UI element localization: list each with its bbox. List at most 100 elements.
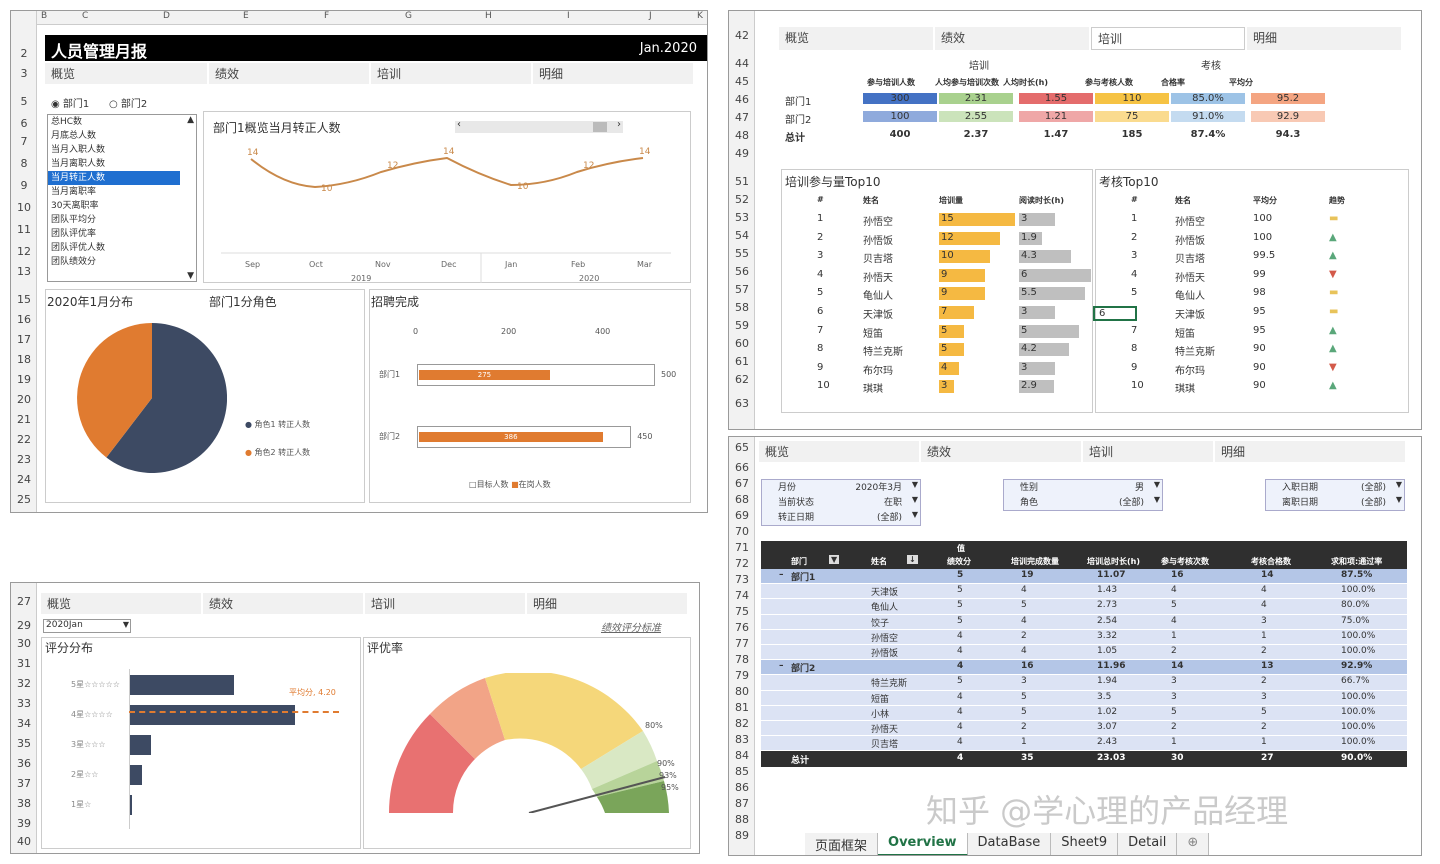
list-item[interactable]: 总HC数	[51, 117, 83, 127]
pivot-cell: 27	[1261, 753, 1274, 764]
row-number: 46	[735, 93, 749, 106]
collapse-icon[interactable]: –	[779, 661, 784, 672]
list-item[interactable]: 当月离职率	[51, 187, 97, 197]
pivot-cell: 3	[1261, 691, 1267, 702]
scroll-down-icon[interactable]: ▼	[187, 271, 194, 281]
training-value: 5	[941, 343, 948, 355]
exam-rank: 10	[1131, 380, 1144, 392]
list-item-selected[interactable]: 当月转正人数	[48, 171, 180, 185]
pivot-col-header: 绩效分	[947, 557, 971, 566]
filter-dropdown-icon[interactable]: ▼	[829, 555, 840, 564]
filter-icon[interactable]: ▼	[1395, 480, 1402, 489]
list-item[interactable]: 月底总人数	[51, 131, 97, 141]
x-tick-label: Oct	[309, 260, 323, 269]
nav-detail[interactable]: 明细	[527, 593, 687, 614]
radio-dept1[interactable]: ◉ 部门1	[51, 99, 90, 110]
list-item[interactable]: 30天离职率	[51, 201, 99, 211]
radio-dept2[interactable]: ○ 部门2	[109, 99, 148, 110]
pivot-cell: 23.03	[1097, 753, 1126, 764]
nav-overview[interactable]: 概览	[45, 63, 207, 84]
reading-bar	[1019, 343, 1070, 357]
tab-detail[interactable]: Detail	[1118, 833, 1178, 855]
filter-row[interactable]: 离职日期 (全部) ▼	[1266, 495, 1404, 510]
tab-page-frame[interactable]: 页面框架	[805, 833, 879, 855]
nav-detail[interactable]: 明细	[1215, 441, 1405, 462]
filter-row[interactable]: 入职日期 (全部) ▼	[1266, 480, 1404, 495]
nav-overview[interactable]: 概览	[759, 441, 919, 462]
list-item[interactable]: 团队评优人数	[51, 243, 106, 253]
filter-row[interactable]: 转正日期 (全部) ▼	[762, 510, 920, 525]
pivot-cell: 4	[1261, 600, 1267, 611]
row-number: 88	[735, 813, 749, 826]
add-sheet-icon[interactable]: ⊕	[1177, 833, 1210, 855]
nav-training[interactable]: 培训	[365, 593, 525, 614]
header-training: 培训	[969, 61, 989, 72]
radio-unchecked-icon: ○	[109, 99, 118, 110]
metric-listbox[interactable]: 总HC数 月底总人数 当月入职人数 当月离职人数 当月转正人数 当月离职率 30…	[47, 114, 197, 282]
star-label: 2星☆☆	[71, 770, 99, 779]
x-tick-label: Mar	[637, 260, 653, 269]
nav-performance[interactable]: 绩效	[935, 27, 1089, 50]
nav-detail[interactable]: 明细	[1247, 27, 1401, 50]
tab-overview[interactable]: Overview	[878, 833, 968, 855]
nav-performance[interactable]: 绩效	[921, 441, 1081, 462]
pivot-cell: 饺子	[871, 618, 890, 629]
tab-sheet9[interactable]: Sheet9	[1051, 833, 1119, 855]
nav-performance[interactable]: 绩效	[209, 63, 369, 84]
list-item[interactable]: 当月离职人数	[51, 159, 106, 169]
pivot-col-header[interactable]: 部门	[791, 557, 807, 566]
sort-icon[interactable]: ↓	[907, 555, 918, 564]
nav-training[interactable]: 培训	[371, 63, 531, 84]
filter-icon[interactable]: ▼	[1153, 480, 1160, 489]
filter-label: 当前状态	[778, 498, 815, 508]
pivot-cell: 5	[957, 676, 963, 687]
table-row: 天津饭 5 4 1.43 4 4 100.0%	[761, 584, 1407, 600]
tab-database[interactable]: DataBase	[968, 833, 1052, 855]
pivot-cell: 4	[1261, 585, 1267, 596]
collapse-icon[interactable]: –	[779, 570, 784, 580]
nav-overview[interactable]: 概览	[779, 27, 933, 50]
nav-overview[interactable]: 概览	[41, 593, 201, 614]
pivot-cell: 5	[1021, 691, 1027, 702]
filter-icon[interactable]: ▼	[911, 495, 918, 504]
list-item[interactable]: 团队平均分	[51, 215, 97, 225]
scroll-up-icon[interactable]: ▲	[187, 115, 194, 125]
pivot-col-header[interactable]: 姓名	[871, 557, 887, 566]
name: 孙悟空	[863, 217, 893, 228]
summary-cell: 2.31	[939, 93, 1013, 104]
filter-row[interactable]: 月份 2020年3月 ▼	[762, 480, 920, 495]
year-label: 2019	[351, 274, 371, 283]
row-header-column	[11, 11, 37, 512]
month-dropdown[interactable]: 2020Jan ▼	[43, 619, 131, 633]
chevron-down-icon[interactable]: ▼	[122, 620, 129, 629]
chart-scrollbar[interactable]: ‹ ›	[455, 119, 623, 133]
row-number: 54	[735, 229, 749, 242]
filter-icon[interactable]: ▼	[911, 480, 918, 489]
list-item[interactable]: 团队评优率	[51, 229, 97, 239]
filter-icon[interactable]: ▼	[1153, 495, 1160, 504]
nav-training[interactable]: 培训	[1091, 27, 1245, 50]
filter-label: 月份	[778, 483, 797, 493]
nav-detail[interactable]: 明细	[533, 63, 693, 84]
pivot-cell: 35	[1021, 753, 1034, 764]
pivot-cell: 100.0%	[1341, 585, 1376, 596]
score-standard-link[interactable]: 绩效评分标准	[601, 623, 661, 634]
filter-row[interactable]: 角色 (全部) ▼	[1004, 495, 1162, 510]
filter-row[interactable]: 性别 男 ▼	[1004, 480, 1162, 495]
exam-name: 短笛	[1175, 328, 1195, 340]
scroll-thumb[interactable]	[593, 122, 607, 132]
nav-training[interactable]: 培训	[1083, 441, 1213, 462]
row-number: 13	[17, 265, 31, 278]
pivot-cell: 4	[957, 721, 963, 732]
filter-icon[interactable]: ▼	[911, 510, 918, 519]
filter-icon[interactable]: ▼	[1395, 495, 1402, 504]
scroll-right-icon[interactable]: ›	[617, 119, 621, 130]
reading-value: 1.9	[1021, 231, 1037, 243]
scroll-left-icon[interactable]: ‹	[457, 119, 461, 130]
list-item[interactable]: 团队绩效分	[51, 257, 97, 267]
pivot-cell: 4	[957, 753, 964, 764]
list-item[interactable]: 当月入职人数	[51, 145, 106, 155]
pivot-cell: 75.0%	[1341, 615, 1370, 626]
nav-performance[interactable]: 绩效	[203, 593, 363, 614]
filter-row[interactable]: 当前状态 在职 ▼	[762, 495, 920, 510]
